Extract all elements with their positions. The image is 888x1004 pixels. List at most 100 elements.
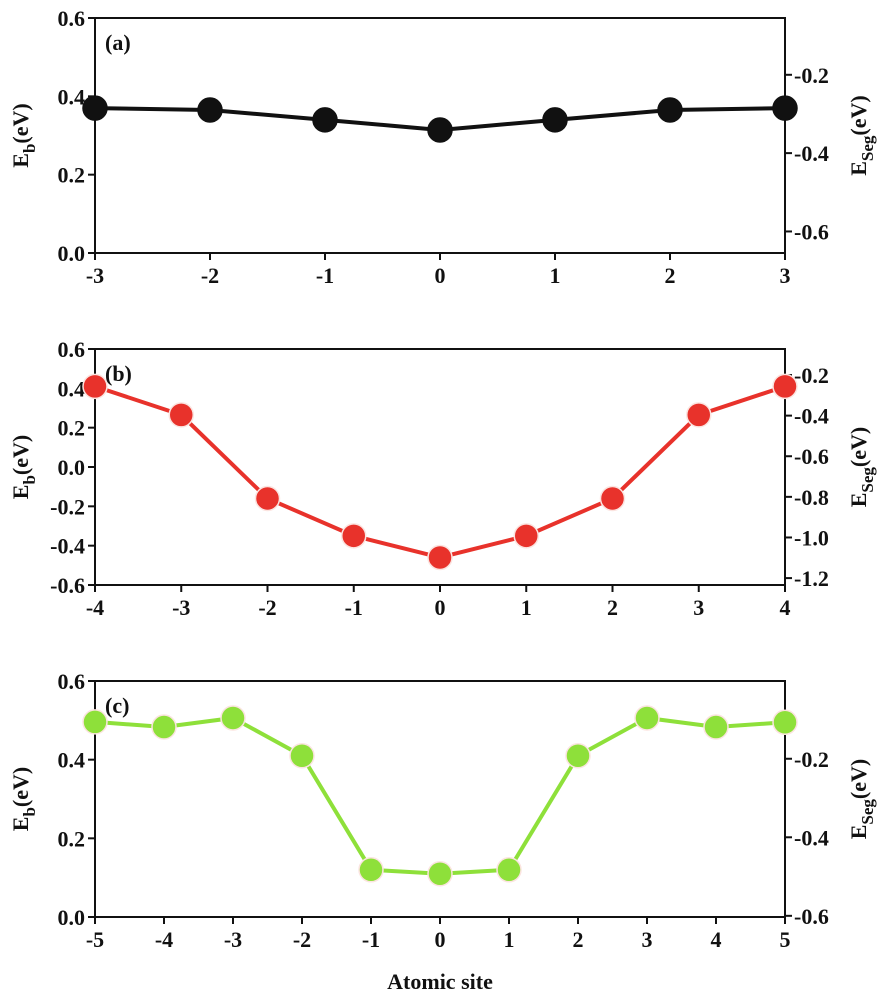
y-tick-label: 0.0 <box>58 905 86 930</box>
marker <box>427 860 453 887</box>
axis-label: Eb(eV) <box>8 435 39 499</box>
data-line <box>94 384 786 560</box>
label-unit: (eV) <box>8 767 33 807</box>
y2-tick-label: -1.0 <box>794 525 829 550</box>
marker <box>220 705 246 731</box>
label-subscript: Seg <box>858 135 877 161</box>
x-tick-label: 1 <box>550 263 561 288</box>
marker <box>634 705 660 731</box>
marker <box>686 402 712 428</box>
label-subscript: b <box>20 475 39 484</box>
y2-tick-label: -0.2 <box>794 63 829 88</box>
marker <box>168 402 194 428</box>
y2-label: ESeg(eV) <box>846 95 877 176</box>
marker <box>254 485 281 512</box>
x-tick-label: -2 <box>293 927 311 952</box>
y-tick-label: 0.6 <box>58 669 86 694</box>
x-axis-label: Atomic site <box>387 969 493 994</box>
marker <box>772 709 798 736</box>
x-tick-label: -5 <box>86 927 104 952</box>
x-tick-label: 0 <box>435 263 446 288</box>
y2-tick-label: -0.2 <box>794 363 829 388</box>
y-tick-label: 0.6 <box>58 337 86 362</box>
marker <box>542 107 568 133</box>
x-tick-label: -1 <box>316 263 334 288</box>
x-tick-label: 3 <box>780 263 791 288</box>
y-tick-label: 0.2 <box>58 416 86 441</box>
y-tick-label: -0.2 <box>50 494 85 519</box>
y-tick-label: -0.4 <box>50 534 85 559</box>
data-line <box>94 715 786 876</box>
x-tick-label: 0 <box>435 927 446 952</box>
y-tick-label: 0.4 <box>58 376 86 401</box>
y2-tick-label: -0.8 <box>794 485 829 510</box>
label-subscript: Seg <box>858 467 877 493</box>
y2-tick-label: -0.4 <box>794 825 829 850</box>
y2-tick-label: -0.2 <box>794 747 829 772</box>
marker <box>657 97 683 123</box>
marker <box>289 742 315 769</box>
marker <box>427 117 453 143</box>
x-tick-label: 2 <box>573 927 584 952</box>
label-symbol: E <box>846 161 871 176</box>
y2-tick-label: -0.4 <box>794 404 829 429</box>
y-tick-label: 0.0 <box>58 455 86 480</box>
x-tick-label: 4 <box>780 595 791 620</box>
label-unit: (eV) <box>846 759 871 799</box>
marker <box>197 97 223 123</box>
y2-tick-label: -0.4 <box>794 141 829 166</box>
marker <box>703 714 729 740</box>
panel-label: (a) <box>105 30 131 55</box>
marker <box>82 709 108 735</box>
label-subscript: Seg <box>858 799 877 825</box>
panel-label: (b) <box>105 361 132 386</box>
y2-label: ESeg(eV) <box>846 427 877 508</box>
marker <box>151 714 177 740</box>
marker <box>565 742 591 769</box>
label-symbol: E <box>846 825 871 840</box>
label-symbol: E <box>8 817 33 832</box>
panel-label: (c) <box>105 693 129 718</box>
x-tick-label: -1 <box>362 927 380 952</box>
marker <box>496 857 522 883</box>
label-unit: (eV) <box>8 435 33 475</box>
y-tick-label: 0.4 <box>58 748 86 773</box>
x-tick-label: 2 <box>665 263 676 288</box>
marker <box>82 95 108 121</box>
marker <box>427 544 453 571</box>
label-unit: (eV) <box>8 103 33 143</box>
x-tick-label: 1 <box>521 595 532 620</box>
label-unit: (eV) <box>846 427 871 467</box>
axis-label: Eb(eV) <box>8 103 39 167</box>
y2-tick-label: -0.6 <box>794 444 829 469</box>
marker <box>341 523 367 549</box>
y2-tick-label: -1.2 <box>794 566 829 591</box>
label-symbol: E <box>846 493 871 508</box>
y-tick-label: 0.6 <box>58 6 86 31</box>
x-tick-label: -3 <box>172 595 190 620</box>
y-tick-label: 0.2 <box>58 826 86 851</box>
marker <box>772 95 798 121</box>
x-tick-label: -3 <box>224 927 242 952</box>
x-tick-label: -4 <box>155 927 173 952</box>
marker <box>358 857 384 883</box>
label-subscript: b <box>20 807 39 816</box>
axis-label: Eb(eV) <box>8 767 39 831</box>
label-subscript: b <box>20 144 39 153</box>
marker <box>772 373 798 400</box>
x-tick-label: 2 <box>607 595 618 620</box>
y-tick-label: 0.2 <box>58 163 86 188</box>
marker <box>82 373 108 400</box>
y2-tick-label: -0.6 <box>794 219 829 244</box>
y-tick-label: -0.6 <box>50 573 85 598</box>
marker <box>513 523 539 549</box>
x-tick-label: 3 <box>693 595 704 620</box>
x-tick-label: 5 <box>780 927 791 952</box>
x-tick-label: -3 <box>86 263 104 288</box>
x-tick-label: 4 <box>711 927 722 952</box>
marker <box>312 107 338 133</box>
label-symbol: E <box>8 153 33 168</box>
y-tick-label: 0.0 <box>58 241 86 266</box>
label-unit: (eV) <box>846 95 871 135</box>
